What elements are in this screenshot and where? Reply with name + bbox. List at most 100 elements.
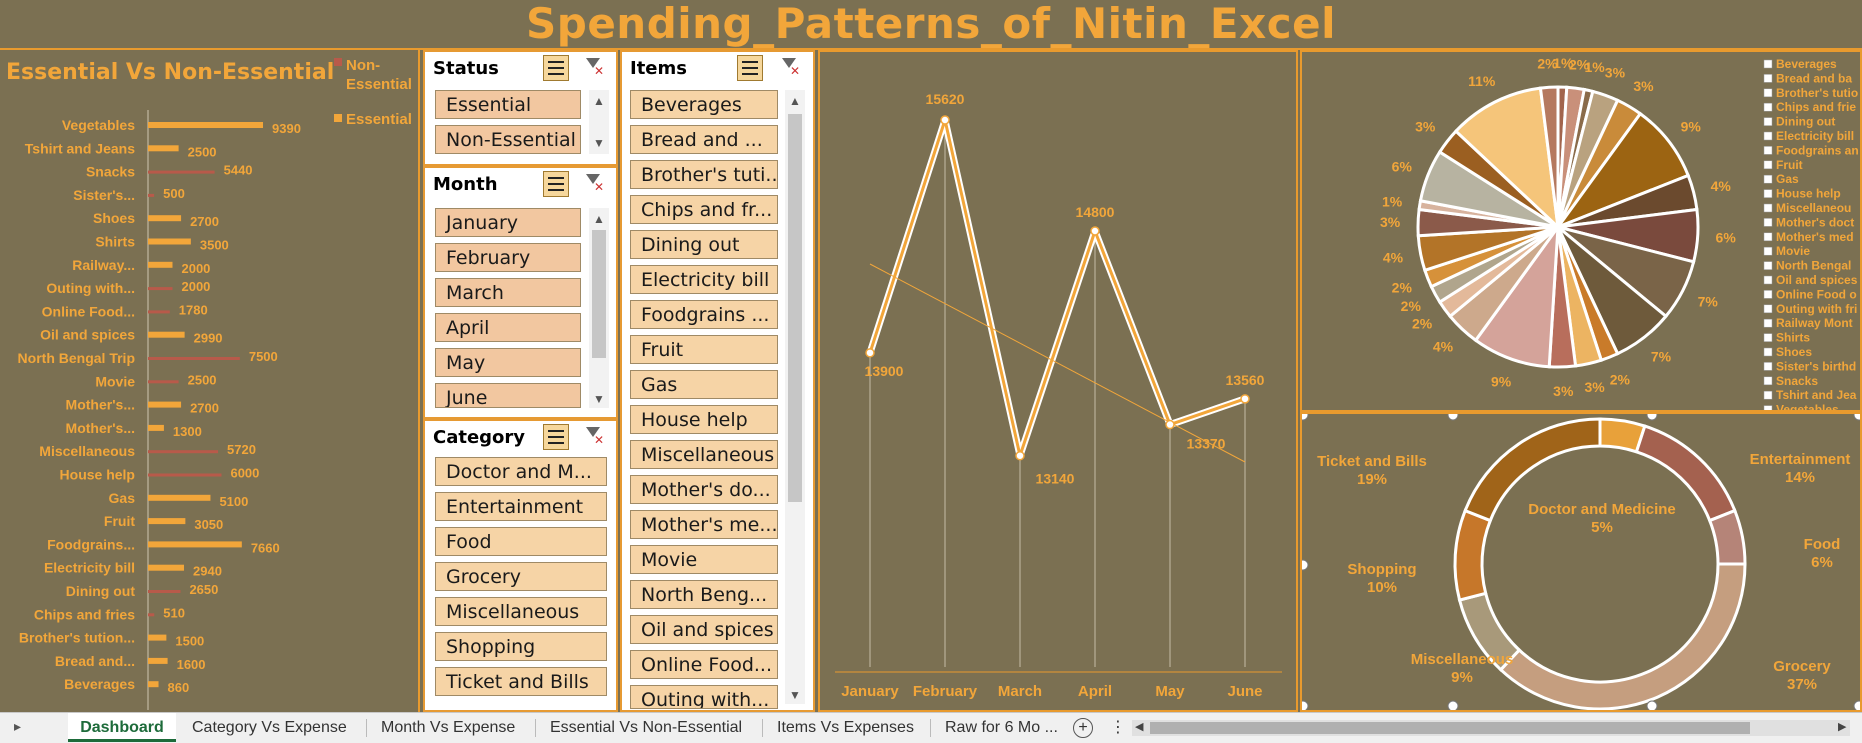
items-slicer[interactable]: Items Beverages Bread and ... Brother's tu…: [620, 50, 815, 712]
slicer-item[interactable]: Mother's do...: [630, 475, 778, 504]
month-slicer[interactable]: Month January February March April May J…: [423, 166, 618, 419]
slicer-item[interactable]: January: [435, 208, 581, 237]
line-point: [865, 348, 875, 358]
slicer-item[interactable]: Oil and spices: [630, 615, 778, 644]
slicer-item[interactable]: Chips and fr...: [630, 195, 778, 224]
pie-data-label: 3%: [1633, 78, 1654, 94]
bar-value-label: 5440: [224, 163, 253, 178]
pie-data-label: 9%: [1681, 118, 1702, 134]
legend-swatch: [1763, 318, 1773, 328]
scroll-right-icon[interactable]: ▶: [1838, 721, 1847, 733]
data-label: 14800: [1076, 204, 1115, 220]
category-slicer[interactable]: Category Doctor and M... Entertainment F…: [423, 419, 618, 712]
slicer-item[interactable]: Shopping: [435, 632, 607, 661]
slicer-item[interactable]: May: [435, 348, 581, 377]
legend-label: Miscellaneou: [1776, 201, 1851, 215]
bar: [148, 310, 170, 314]
scroll-down-icon[interactable]: ▼: [593, 136, 605, 150]
tab-month-vs-expense[interactable]: Month Vs Expense: [381, 719, 516, 736]
bar-value-label: 1300: [173, 424, 202, 439]
category-doughnut-chart-panel[interactable]: Doctor and Medicine 5% Entertainment 14% Foo…: [1300, 412, 1862, 712]
essential-chart-panel[interactable]: Essential Vs Non-Essential Non-Essential…: [0, 50, 420, 712]
legend-label: North Bengal: [1776, 259, 1851, 273]
slicer-item[interactable]: Doctor and M...: [435, 457, 607, 486]
selection-handle: [1853, 700, 1860, 710]
scroll-left-icon[interactable]: ◀: [1135, 721, 1144, 733]
slicer-item[interactable]: February: [435, 243, 581, 272]
horizontal-scroll-thumb[interactable]: [1150, 722, 1750, 734]
bar-value-label: 7500: [249, 349, 278, 364]
slicer-item[interactable]: Bread and ...: [630, 125, 778, 154]
data-label: 13900: [865, 363, 904, 379]
slicer-item[interactable]: Mother's me...: [630, 510, 778, 539]
slicer-item[interactable]: Entertainment: [435, 492, 607, 521]
clear-filter-icon[interactable]: [777, 55, 803, 81]
data-label: 13560: [1226, 372, 1265, 388]
slicer-item[interactable]: Non-Essential: [435, 125, 581, 154]
bar-value-label: 860: [168, 680, 190, 695]
slicer-item[interactable]: Brother's tuti...: [630, 160, 778, 189]
scrollbar[interactable]: [589, 90, 609, 154]
scroll-thumb[interactable]: [788, 114, 802, 502]
legend-swatch: [1763, 102, 1773, 112]
tab-essential-vs-nonessential[interactable]: Essential Vs Non-Essential: [550, 719, 743, 736]
tab-category-vs-expense[interactable]: Category Vs Expense: [192, 719, 347, 736]
more-options-icon[interactable]: ⋮: [1110, 719, 1126, 736]
scroll-down-icon[interactable]: ▼: [789, 688, 801, 702]
slicer-item[interactable]: Online Food...: [630, 650, 778, 679]
slicer-item[interactable]: June: [435, 383, 581, 408]
scroll-up-icon[interactable]: ▲: [789, 94, 801, 108]
multiselect-icon[interactable]: [543, 171, 569, 197]
slicer-item[interactable]: Movie: [630, 545, 778, 574]
slicer-item[interactable]: Fruit: [630, 335, 778, 364]
slicer-item[interactable]: Essential: [435, 90, 581, 119]
bar-value-label: 2700: [190, 214, 219, 229]
doughnut-category-label: Shopping: [1347, 561, 1416, 578]
scroll-tabs-icon[interactable]: ▸: [14, 718, 22, 734]
scroll-up-icon[interactable]: ▲: [593, 212, 605, 226]
bar-chart: Vegetables 9390 Tshirt and Jeans 2500 Snacks…: [18, 110, 301, 710]
slicer-item[interactable]: Electricity bill: [630, 265, 778, 294]
selection-handle: [1646, 700, 1658, 710]
scroll-thumb[interactable]: [592, 230, 606, 358]
slicer-item[interactable]: Grocery: [435, 562, 607, 591]
slicer-item[interactable]: April: [435, 313, 581, 342]
x-tick-label: March: [998, 683, 1042, 700]
line-chart: 13900 January 15620 February 13140 March 14800…: [835, 91, 1282, 700]
slicer-item[interactable]: Food: [435, 527, 607, 556]
tab-items-vs-expenses[interactable]: Items Vs Expenses: [777, 719, 914, 736]
multiselect-icon[interactable]: [543, 55, 569, 81]
slicer-item[interactable]: Dining out: [630, 230, 778, 259]
scroll-up-icon[interactable]: ▲: [593, 94, 605, 108]
tab-raw-data[interactable]: Raw for 6 Mo ...: [945, 719, 1058, 736]
slicer-item[interactable]: Gas: [630, 370, 778, 399]
legend-swatch: [1763, 246, 1773, 256]
scroll-down-icon[interactable]: ▼: [593, 392, 605, 406]
pie-data-label: 3%: [1585, 379, 1606, 395]
bar-category-label: House help: [60, 467, 135, 483]
tab-dashboard[interactable]: Dashboard: [68, 713, 176, 742]
slicer-item[interactable]: Foodgrains ...: [630, 300, 778, 329]
line-point: [1015, 450, 1025, 461]
multiselect-icon[interactable]: [737, 55, 763, 81]
clear-filter-icon[interactable]: [581, 55, 607, 81]
slicer-item[interactable]: House help: [630, 405, 778, 434]
slicer-item[interactable]: Ticket and Bills: [435, 667, 607, 696]
slicer-item[interactable]: Miscellaneous: [630, 440, 778, 469]
slicer-item[interactable]: Beverages: [630, 90, 778, 119]
tab-separator: [930, 719, 931, 737]
month-slicer-title: Month: [433, 174, 498, 195]
add-sheet-icon[interactable]: +: [1073, 718, 1093, 738]
slicer-item[interactable]: Miscellaneous: [435, 597, 607, 626]
month-line-chart-panel[interactable]: 13900 January 15620 February 13140 March 14800…: [818, 50, 1298, 712]
multiselect-icon[interactable]: [543, 424, 569, 450]
tab-separator: [535, 719, 536, 737]
slicer-item[interactable]: North Beng...: [630, 580, 778, 609]
items-pie-chart-panel[interactable]: 1% 2% 1% 3% 3% 9% 4% 6% 7% 7% 2% 3% 3% 9% 4% 2% 2% 2% 4% 3%…: [1300, 50, 1862, 412]
clear-filter-icon[interactable]: [581, 424, 607, 450]
clear-filter-icon[interactable]: [581, 171, 607, 197]
slicer-item[interactable]: March: [435, 278, 581, 307]
status-slicer[interactable]: Status Essential Non-Essential ▲ ▼: [423, 50, 618, 166]
doughnut-slice: [1707, 508, 1747, 566]
slicer-item[interactable]: Outing with...: [630, 685, 778, 709]
